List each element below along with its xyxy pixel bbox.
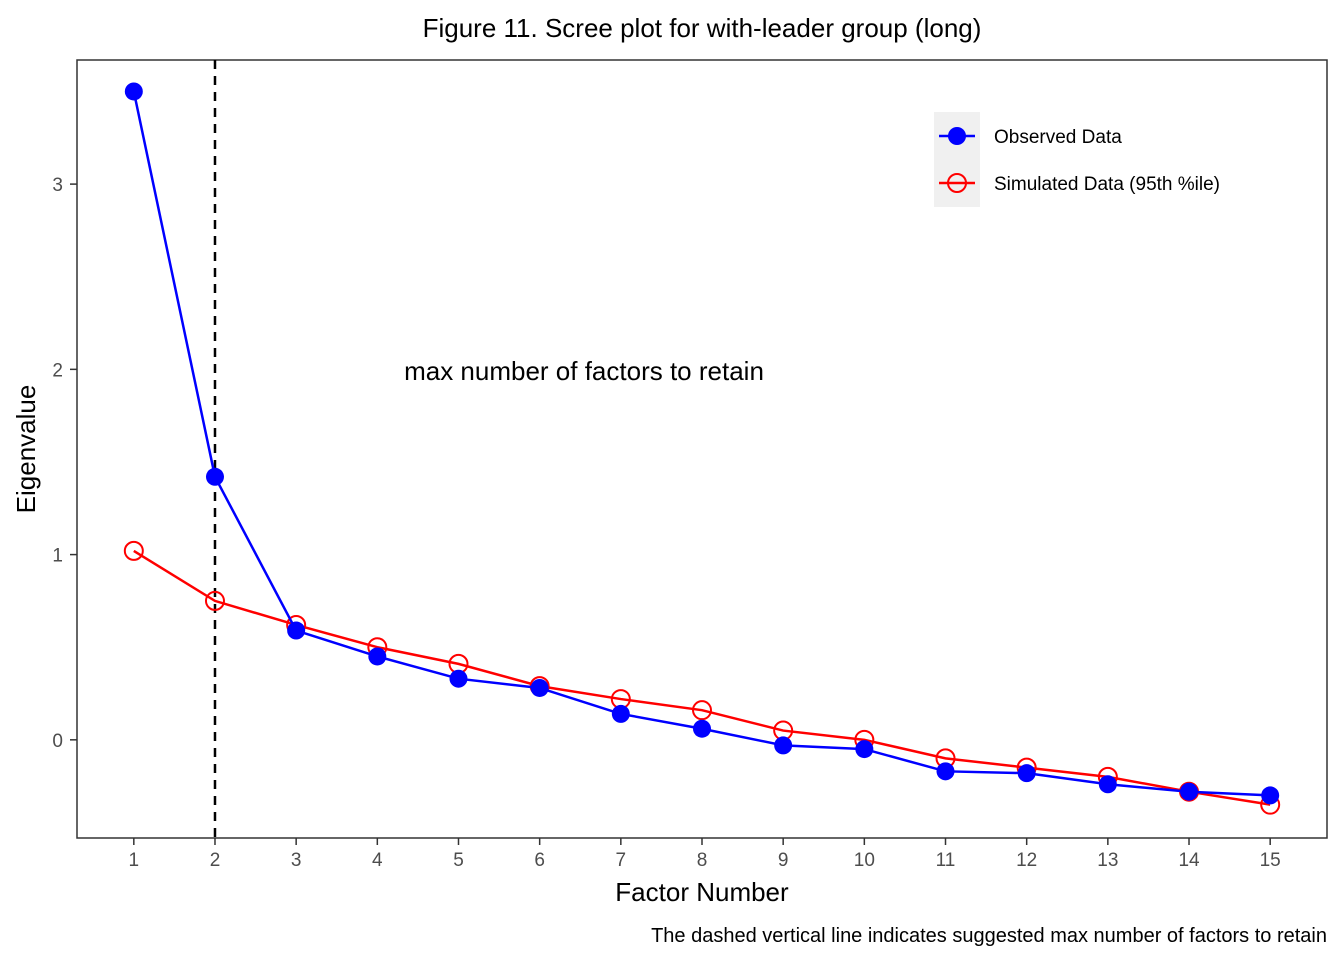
observed-point <box>449 669 468 688</box>
x-tick-label: 14 <box>1178 850 1200 871</box>
observed-point <box>287 621 306 640</box>
observed-point <box>1180 782 1199 801</box>
x-tick-label: 10 <box>854 850 875 871</box>
observed-point <box>1017 764 1036 783</box>
chart-caption: The dashed vertical line indicates sugge… <box>651 925 1327 947</box>
x-tick-label: 7 <box>616 850 627 871</box>
annotation-text: max number of factors to retain <box>404 356 764 386</box>
y-tick-label: 3 <box>52 175 63 196</box>
x-tick-label: 3 <box>291 850 302 871</box>
y-axis: 0 1 2 3 <box>52 175 77 752</box>
legend-label: Observed Data <box>994 127 1122 148</box>
x-tick-label: 4 <box>372 850 383 871</box>
x-tick-label: 13 <box>1097 850 1118 871</box>
y-axis-title: Eigenvalue <box>11 385 41 514</box>
x-tick-label: 1 <box>129 850 140 871</box>
observed-point <box>1261 786 1280 805</box>
legend-key-marker <box>948 127 966 145</box>
x-tick-label: 8 <box>697 850 708 871</box>
legend-key-marker <box>947 173 967 193</box>
observed-point <box>693 719 711 738</box>
series-observed <box>124 82 1280 805</box>
x-tick-label: 15 <box>1260 850 1281 871</box>
series-layer <box>123 82 1281 815</box>
series-line <box>133 549 1271 806</box>
chart-title: Figure 11. Scree plot for with-leader gr… <box>423 13 982 43</box>
x-tick-label: 12 <box>1016 850 1037 871</box>
legend: Observed Data Simulated Data (95th %ile) <box>934 112 1220 207</box>
observed-point <box>774 736 793 755</box>
observed-point <box>124 82 143 101</box>
y-tick-label: 1 <box>52 546 63 567</box>
x-tick-label: 9 <box>778 850 789 871</box>
y-tick-label: 0 <box>52 731 63 752</box>
legend-label: Simulated Data (95th %ile) <box>994 174 1220 195</box>
observed-point <box>530 678 549 697</box>
simulated-point <box>692 700 712 721</box>
x-axis: 1 2 3 4 5 6 7 8 9 10 11 12 13 14 15 <box>129 838 1281 871</box>
x-tick-label: 2 <box>210 850 221 871</box>
simulated-point <box>204 590 225 611</box>
x-tick-label: 6 <box>534 850 545 871</box>
observed-point <box>205 467 224 486</box>
observed-point <box>936 762 955 781</box>
observed-point <box>368 647 387 666</box>
x-axis-title: Factor Number <box>615 877 789 907</box>
x-tick-label: 11 <box>936 850 956 871</box>
simulated-point <box>123 540 144 561</box>
plot-panel <box>76 59 1328 839</box>
observed-point <box>611 704 630 723</box>
observed-point <box>1098 775 1117 794</box>
y-tick-label: 2 <box>52 360 63 381</box>
observed-point <box>855 740 874 759</box>
x-tick-label: 5 <box>453 850 464 871</box>
